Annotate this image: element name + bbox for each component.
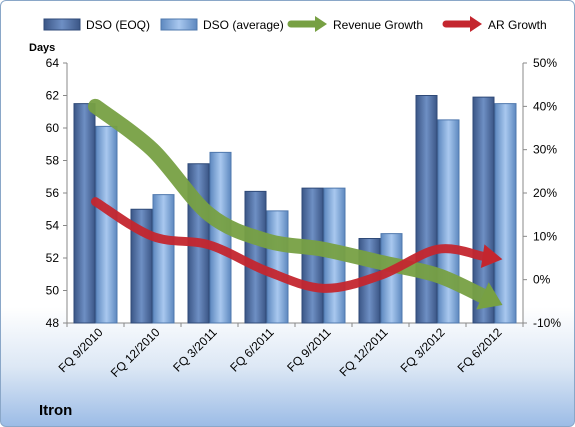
y-tick-label-left: 54 (46, 219, 60, 233)
x-tick-label: FQ 6/2012 (455, 325, 505, 375)
ar-growth-line (91, 197, 488, 293)
legend-arrowhead-revenue-growth (315, 16, 327, 32)
bar-dso-average (494, 103, 517, 324)
bar-dso-eoq (73, 103, 96, 324)
legend-arrowhead-ar-growth (470, 16, 482, 32)
y-axis-title: Days (29, 42, 55, 54)
bar-dso-eoq (244, 190, 267, 324)
y-tick-label-right: 10% (533, 229, 557, 243)
legend-label-ar-growth: AR Growth (488, 18, 547, 32)
x-tick-label: FQ 9/2010 (56, 325, 106, 375)
legend-swatch-dso-average- (160, 18, 198, 31)
y-tick-label-right: 50% (533, 56, 557, 70)
legend-label-dso-average-: DSO (average) (203, 18, 284, 32)
y-tick-label-right: 0% (533, 273, 551, 287)
bar-dso-eoq (472, 96, 495, 324)
x-tick-label: FQ 12/2010 (108, 325, 163, 380)
bar-dso-average (266, 210, 289, 324)
legend-label-dso-eoq-: DSO (EOQ) (86, 18, 150, 32)
x-tick-label: FQ 3/2012 (398, 325, 448, 375)
legend-label-revenue-growth: Revenue Growth (333, 18, 423, 32)
y-tick-label-left: 50 (46, 284, 60, 298)
ar-growth-arrowhead (480, 244, 503, 269)
bar-dso-average (95, 125, 118, 324)
y-tick-label-right: 40% (533, 99, 557, 113)
y-tick-label-right: -10% (533, 316, 561, 330)
y-tick-label-left: 64 (46, 56, 60, 70)
x-tick-label: FQ 9/2011 (284, 325, 334, 375)
y-tick-label-left: 62 (46, 89, 60, 103)
y-tick-label-left: 58 (46, 154, 60, 168)
y-tick-label-right: 30% (533, 143, 557, 157)
x-tick-label: FQ 12/2011 (337, 325, 391, 379)
company-name: Itron (39, 402, 72, 419)
y-tick-label-left: 56 (46, 186, 60, 200)
growth-lines (88, 98, 503, 310)
bar-dso-eoq (415, 95, 438, 324)
bar-dso-average (209, 151, 232, 324)
legend: DSO (EOQ) DSO (average) Revenue Growth AR G… (43, 16, 547, 32)
legend-swatch-dso-eoq- (43, 18, 81, 31)
y-tick-label-left: 48 (46, 316, 60, 330)
revenue-growth-line (88, 98, 490, 304)
y-tick-label-left: 60 (46, 121, 60, 135)
x-tick-label: FQ 6/2011 (227, 325, 277, 375)
y-tick-label-left: 52 (46, 251, 60, 265)
bar-dso-average (152, 194, 175, 324)
revenue-growth-arrowhead (476, 282, 503, 310)
y-tick-label-right: 20% (533, 186, 557, 200)
bar-dso-average (437, 119, 460, 324)
x-tick-label: FQ 3/2011 (170, 325, 220, 375)
